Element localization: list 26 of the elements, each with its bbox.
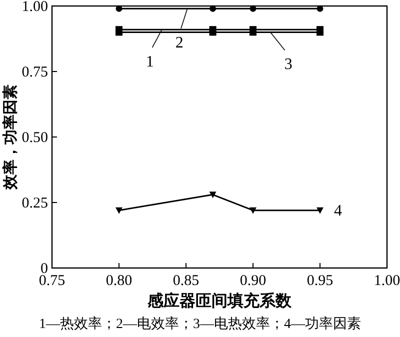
x-tick-label: 1.00 (374, 273, 400, 289)
x-tick-label: 0.95 (306, 273, 334, 289)
point (316, 207, 324, 214)
annotation: 1 (146, 54, 154, 71)
point (209, 28, 216, 36)
annotation: 2 (175, 34, 184, 52)
y-tick-label: 0.75 (22, 64, 48, 80)
x-axis-title: 感应器匝间填充系数 (146, 291, 292, 310)
point (209, 192, 216, 198)
x-tick-label: 0.90 (240, 273, 266, 289)
point (316, 5, 324, 12)
annotation: 3 (284, 56, 292, 74)
x-tick-label: 0.85 (172, 273, 200, 289)
point (116, 5, 122, 12)
annotation: 4 (334, 202, 342, 220)
point (250, 207, 256, 214)
y-tick-label: 0.25 (22, 196, 48, 212)
y-axis-title: 效率，功率因素 (1, 84, 19, 190)
point (250, 5, 256, 12)
point (210, 5, 216, 12)
x-tick-label: 0.80 (106, 273, 132, 289)
text: 1—热效率；2—电效率；3—电热效率；4—功率因素 (39, 316, 361, 332)
y-tick-label: 0.50 (22, 130, 48, 146)
x-tick-label: 0.75 (38, 273, 66, 289)
point (116, 207, 122, 214)
y-tick-label: 1.00 (22, 0, 48, 15)
